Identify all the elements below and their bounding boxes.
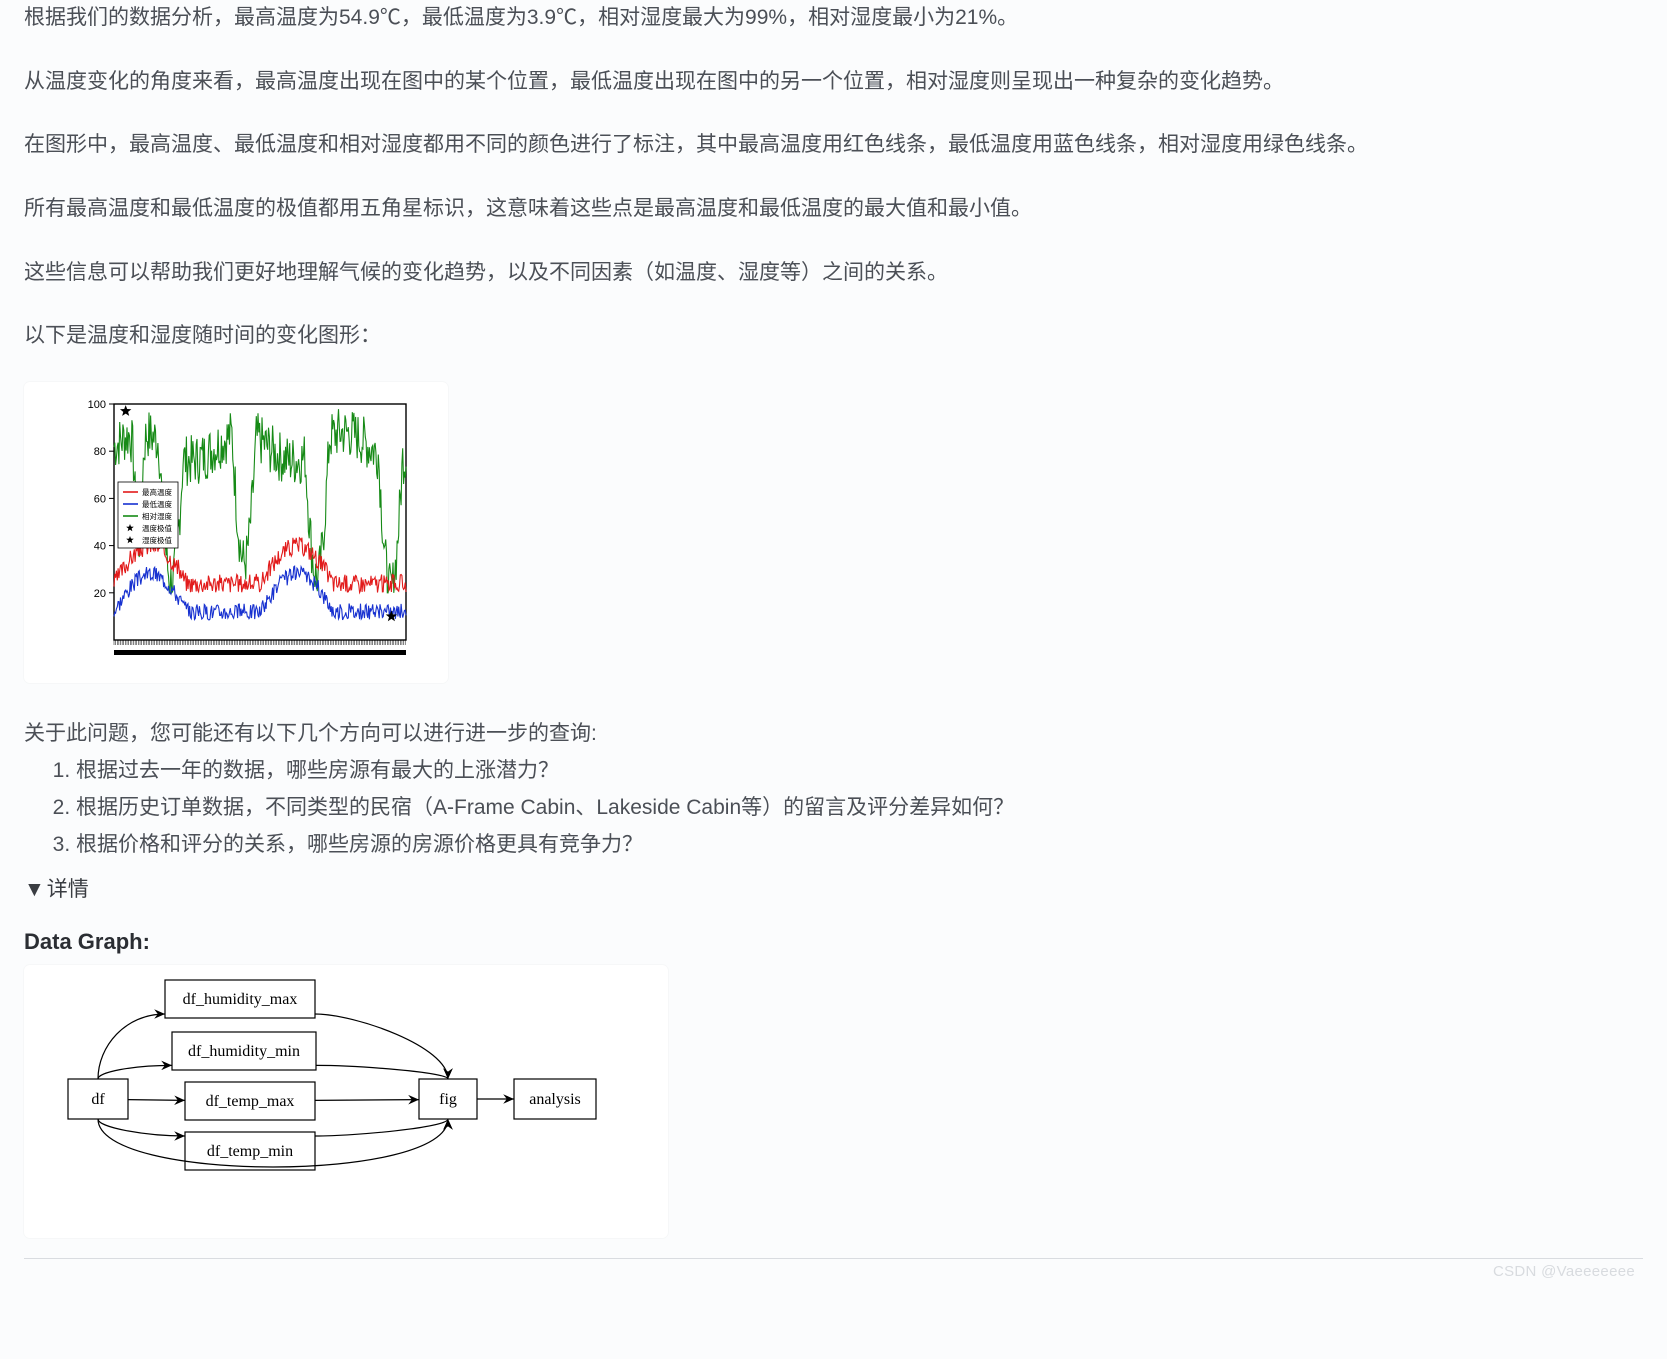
svg-text:100: 100	[88, 399, 106, 411]
svg-text:最高温度: 最高温度	[142, 487, 172, 497]
svg-text:df_humidity_max: df_humidity_max	[183, 991, 298, 1008]
line-chart-svg: 20 40 60 80 100 最高温度最低温度相对湿度温度极值湿度极值	[36, 392, 416, 672]
svg-text:最低温度: 最低温度	[142, 499, 172, 509]
analysis-paragraph-5: 这些信息可以帮助我们更好地理解气候的变化趋势，以及不同因素（如温度、湿度等）之间…	[24, 255, 1643, 291]
followup-item-2: 根据历史订单数据，不同类型的民宿（A-Frame Cabin、Lakeside …	[76, 790, 1643, 827]
svg-text:analysis: analysis	[529, 1091, 581, 1108]
followup-intro: 关于此问题，您可能还有以下几个方向可以进行进一步的查询:	[24, 717, 1643, 747]
data-graph-card: df df_humidity_max df_humidity_min df_temp_…	[24, 965, 668, 1238]
svg-text:相对湿度: 相对湿度	[142, 511, 172, 521]
svg-text:湿度极值: 湿度极值	[142, 535, 172, 545]
svg-text:60: 60	[94, 494, 106, 506]
svg-text:80: 80	[94, 446, 106, 458]
analysis-paragraph-2: 从温度变化的角度来看，最高温度出现在图中的某个位置，最低温度出现在图中的另一个位…	[24, 64, 1643, 100]
footer-divider	[24, 1258, 1643, 1259]
svg-text:df_temp_max: df_temp_max	[206, 1093, 295, 1110]
chart-intro: 以下是温度和湿度随时间的变化图形：	[24, 318, 1643, 354]
followup-item-3: 根据价格和评分的关系，哪些房源的房源价格更具有竞争力？	[76, 827, 1643, 864]
details-label: 详情	[47, 878, 89, 901]
svg-text:温度极值: 温度极值	[142, 523, 172, 533]
svg-text:df_humidity_min: df_humidity_min	[188, 1043, 300, 1060]
followup-item-1: 根据过去一年的数据，哪些房源有最大的上涨潜力？	[76, 753, 1643, 790]
svg-text:df: df	[91, 1091, 105, 1108]
analysis-paragraph-4: 所有最高温度和最低温度的极值都用五角星标识，这意味着这些点是最高温度和最低温度的…	[24, 191, 1643, 227]
svg-text:fig: fig	[439, 1091, 457, 1108]
data-graph-title: Data Graph:	[24, 929, 1643, 955]
details-toggle[interactable]: ▼详情	[24, 873, 89, 903]
analysis-paragraph-3: 在图形中，最高温度、最低温度和相对湿度都用不同的颜色进行了标注，其中最高温度用红…	[24, 127, 1643, 163]
watermark: CSDN @Vaeeeeeee	[24, 1263, 1643, 1280]
data-graph-svg: df df_humidity_max df_humidity_min df_temp_…	[40, 979, 650, 1219]
caret-down-icon: ▼	[24, 878, 45, 902]
temperature-humidity-chart: 20 40 60 80 100 最高温度最低温度相对湿度温度极值湿度极值	[24, 382, 448, 683]
svg-text:20: 20	[94, 588, 106, 600]
svg-text:40: 40	[94, 541, 106, 553]
svg-text:df_temp_min: df_temp_min	[207, 1143, 293, 1160]
followup-list: 根据过去一年的数据，哪些房源有最大的上涨潜力？ 根据历史订单数据，不同类型的民宿…	[24, 753, 1643, 863]
analysis-paragraph-1: 根据我们的数据分析，最高温度为54.9℃，最低温度为3.9℃，相对湿度最大为99…	[24, 0, 1643, 36]
